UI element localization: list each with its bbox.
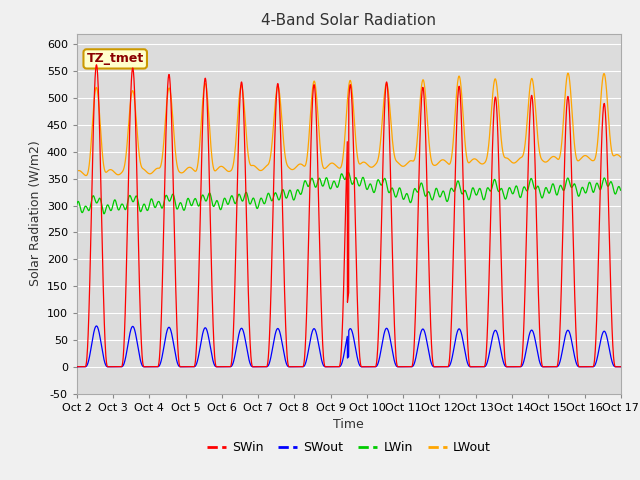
Y-axis label: Solar Radiation (W/m2): Solar Radiation (W/m2) bbox=[28, 141, 41, 287]
X-axis label: Time: Time bbox=[333, 418, 364, 431]
Text: TZ_tmet: TZ_tmet bbox=[86, 52, 144, 65]
Legend: SWin, SWout, LWin, LWout: SWin, SWout, LWin, LWout bbox=[202, 436, 495, 459]
Title: 4-Band Solar Radiation: 4-Band Solar Radiation bbox=[261, 13, 436, 28]
